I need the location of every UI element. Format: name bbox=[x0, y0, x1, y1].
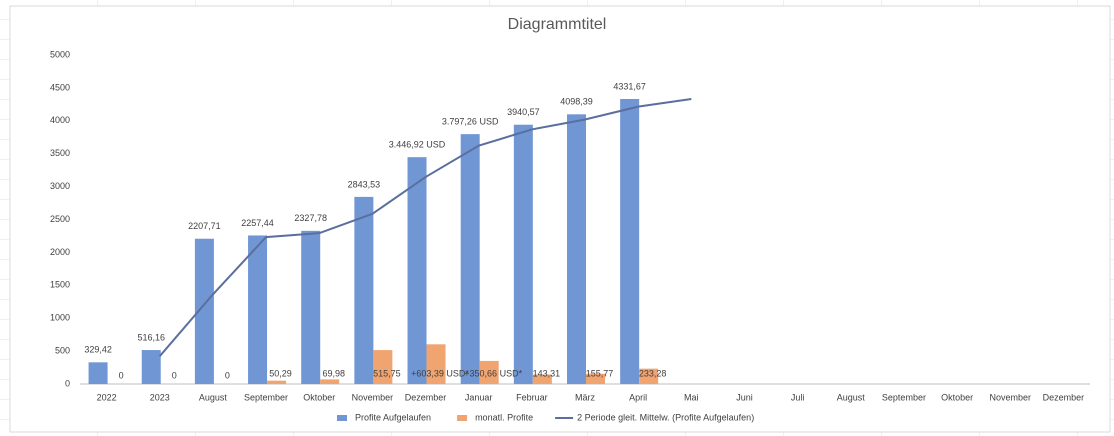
y-tick-label: 500 bbox=[55, 345, 70, 355]
data-label: 4331,67 bbox=[613, 81, 646, 91]
bar bbox=[460, 134, 480, 384]
data-label: 3940,57 bbox=[507, 107, 540, 117]
bar bbox=[586, 373, 605, 384]
y-tick-label: 4000 bbox=[50, 115, 70, 125]
y-tick-label: 3000 bbox=[50, 181, 70, 191]
y-tick-label: 4500 bbox=[50, 82, 70, 92]
chart-area bbox=[9, 5, 1111, 433]
bar bbox=[426, 344, 446, 384]
legend-label: monatl. Profite bbox=[475, 412, 533, 422]
y-tick-label: 2000 bbox=[50, 247, 70, 257]
x-tick-label: Dezember bbox=[1043, 392, 1085, 402]
legend-swatch bbox=[337, 415, 347, 421]
data-label: 0 bbox=[172, 370, 177, 380]
data-label: 2257,44 bbox=[241, 218, 274, 228]
legend-label: Profite Aufgelaufen bbox=[355, 412, 431, 422]
bar bbox=[407, 157, 427, 384]
bar bbox=[532, 374, 552, 384]
x-tick-label: Dezember bbox=[405, 392, 447, 402]
bar bbox=[301, 230, 321, 384]
data-label: 516,16 bbox=[137, 332, 165, 342]
x-tick-label: September bbox=[244, 392, 288, 402]
data-label: 4098,39 bbox=[560, 97, 593, 107]
bar bbox=[620, 98, 640, 385]
bar bbox=[479, 360, 499, 384]
x-tick-label: Juli bbox=[791, 392, 805, 402]
bar bbox=[354, 196, 374, 384]
x-tick-label: Oktober bbox=[303, 392, 335, 402]
data-label: 515,75 bbox=[373, 368, 401, 378]
data-label: 69,98 bbox=[322, 368, 345, 378]
y-tick-label: 3500 bbox=[50, 148, 70, 158]
bar bbox=[248, 235, 268, 384]
x-tick-label: Oktober bbox=[941, 392, 973, 402]
y-tick-label: 1000 bbox=[50, 313, 70, 323]
data-label: 155,77 bbox=[586, 368, 614, 378]
data-label: 233,28 bbox=[639, 368, 667, 378]
bar bbox=[88, 362, 108, 384]
data-label: 2207,71 bbox=[188, 221, 221, 231]
y-tick-label: 0 bbox=[65, 378, 70, 388]
bar bbox=[639, 368, 659, 384]
x-tick-label: Juni bbox=[736, 392, 753, 402]
x-tick-label: 2022 bbox=[97, 392, 117, 402]
data-label: 3.797,26 USD bbox=[442, 117, 499, 127]
legend-swatch bbox=[457, 415, 468, 421]
data-label: +603,39 USD* bbox=[411, 368, 469, 378]
data-label: +350,66 USD* bbox=[464, 368, 522, 378]
x-tick-label: November bbox=[990, 392, 1032, 402]
legend-label: 2 Periode gleit. Mittelw. (Profite Aufge… bbox=[577, 412, 754, 422]
x-tick-label: Januar bbox=[465, 392, 493, 402]
x-tick-label: August bbox=[837, 392, 866, 402]
bar bbox=[567, 114, 586, 385]
data-label: 2327,78 bbox=[294, 213, 327, 223]
y-tick-label: 5000 bbox=[50, 49, 70, 59]
data-label: 0 bbox=[119, 370, 124, 380]
x-tick-label: Mai bbox=[684, 392, 699, 402]
x-tick-label: September bbox=[882, 392, 926, 402]
x-tick-label: März bbox=[575, 392, 595, 402]
bar bbox=[513, 124, 533, 384]
x-tick-label: April bbox=[629, 392, 647, 402]
data-label: 329,42 bbox=[84, 345, 112, 355]
bar bbox=[320, 379, 340, 384]
data-label: 50,29 bbox=[269, 368, 292, 378]
data-label: 0 bbox=[225, 370, 230, 380]
y-tick-label: 1500 bbox=[50, 280, 70, 290]
y-tick-label: 2500 bbox=[50, 214, 70, 224]
data-label: 3.446,92 USD bbox=[389, 140, 446, 150]
x-tick-label: August bbox=[199, 392, 228, 402]
x-tick-label: 2023 bbox=[150, 392, 170, 402]
line bbox=[158, 97, 692, 357]
chart-title: Diagrammtitel bbox=[508, 16, 607, 33]
bar bbox=[194, 238, 214, 384]
x-tick-label: Februar bbox=[516, 392, 548, 402]
data-label: 2843,53 bbox=[348, 179, 381, 189]
bar bbox=[373, 350, 393, 384]
bar bbox=[141, 350, 161, 384]
bar bbox=[267, 380, 287, 384]
x-tick-label: November bbox=[352, 392, 394, 402]
data-label: 143,31 bbox=[533, 368, 561, 378]
